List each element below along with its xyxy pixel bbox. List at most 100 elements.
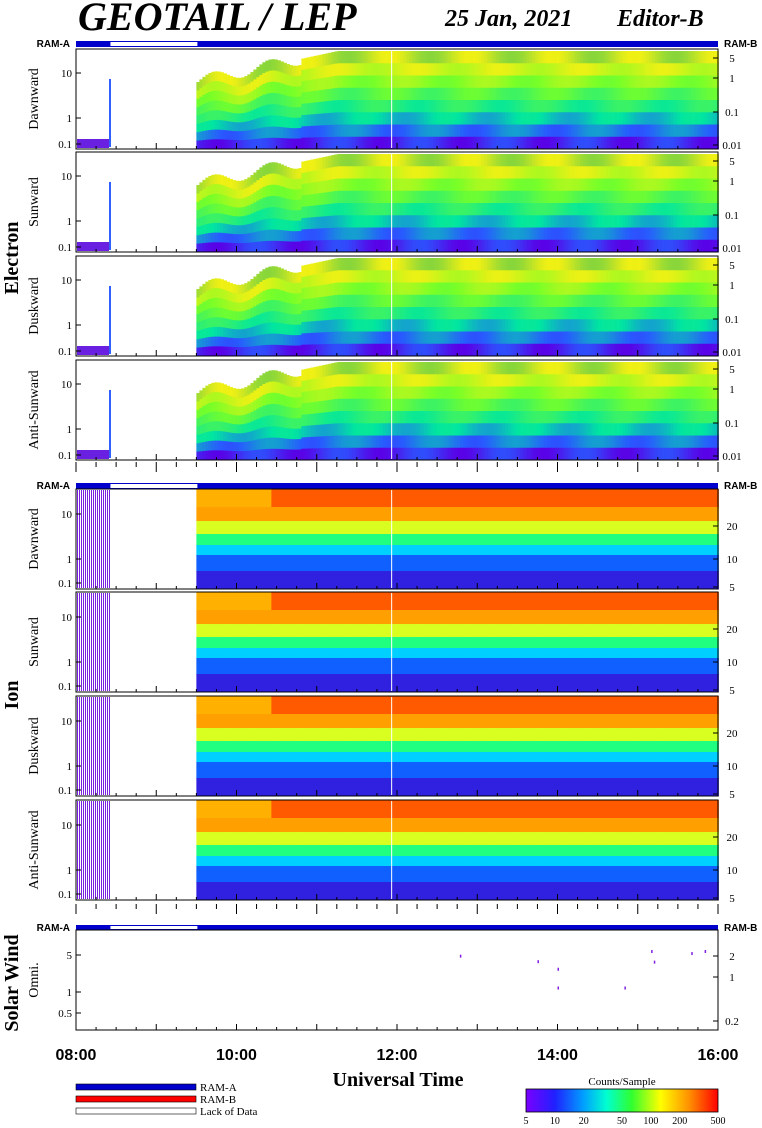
spectrogram-cell [217,450,221,461]
spectrogram-cell [460,203,464,216]
spectrogram-cell [640,136,644,150]
spectrogram-cell [397,63,401,76]
spectrogram-cell [484,270,488,283]
spectrogram-cell [391,239,395,253]
spectrogram-cell [562,258,566,271]
spectrogram-cell [415,203,419,216]
spectrogram-cell [358,374,362,387]
spectrogram-cell [523,166,527,179]
spectrogram-cell [520,239,524,253]
spectrogram-cell [283,312,287,325]
spectrogram-cell [340,423,344,436]
spectrogram-cell [604,307,608,320]
spectrogram-cell [265,300,269,313]
spectrogram-cell [340,307,344,320]
spectrogram-cell [292,293,296,305]
spectrogram-cell [376,343,380,357]
spectrogram-cell [682,319,686,332]
spectrogram-cell [589,190,593,204]
spectrogram-cell [292,128,296,140]
spectrogram-cell [205,422,209,433]
spectrogram-cell [475,154,479,167]
spectrogram-cell [229,441,233,452]
spectrogram-cell [493,331,497,345]
spectrogram-cell [244,224,248,235]
spectrogram-cell [367,374,371,387]
spectrogram-cell [604,343,608,357]
spectrogram-cell [445,307,449,320]
spectrogram-cell [376,51,380,64]
spectrogram-cell [505,343,509,357]
spectrogram-cell [253,316,257,327]
spectrogram-cell [409,136,413,150]
spectrogram-cell [421,411,425,424]
spectrogram-cell [427,215,431,228]
spectrogram-cell [448,75,452,89]
spectrogram-cell [481,166,485,179]
spectrogram-cell [391,215,395,228]
spectrogram-cell [352,112,356,125]
spectrogram-cell [451,63,455,76]
spectrogram-cell [340,447,344,461]
spectrogram-cell [238,180,242,191]
spectrogram-cell [418,270,422,283]
spectrogram-cell [316,378,320,391]
spectrogram-cell [589,63,593,76]
spectrogram-cell [478,190,482,204]
spectrogram-cell [271,126,275,139]
spectrogram-cell [433,362,437,375]
spectrogram-cell [601,270,605,283]
spectrogram-cell [643,154,647,167]
spectrogram-cell [208,402,212,413]
spectrogram-cell [649,294,653,308]
spectrogram-cell [514,307,518,320]
spectrogram-cell [340,124,344,138]
spectrogram-cell [214,346,218,357]
spectrogram-cell [526,112,530,125]
spectrogram-cell [529,75,533,89]
spectrogram-cell [244,432,248,443]
spectrogram-cell [334,258,338,272]
spectrogram-cell [400,136,404,150]
spectrogram-cell [214,307,218,318]
spectrogram-cell [196,393,200,402]
spectrogram-cell [370,331,374,345]
spectrogram-cell [607,227,611,241]
spectrogram-cell [394,411,398,424]
spectrogram-cell [619,203,623,216]
spectrogram-cell [556,343,560,357]
spectrogram-cell [658,124,662,138]
spectrogram-cell [694,331,698,345]
spectrogram-cell [508,215,512,228]
spectrogram-cell [466,270,470,283]
spectrogram-cell [604,51,608,64]
spectrogram-cell [349,87,353,101]
spectrogram-cell [418,190,422,204]
spectrogram-cell [232,293,236,303]
spectrogram-cell [292,107,296,119]
spectrogram-cell [691,112,695,125]
spectrogram-cell [283,176,287,188]
spectrogram-cell [505,203,509,216]
spectrogram-cell [328,52,332,66]
spectrogram-cell [328,283,332,297]
spectrogram-cell [589,215,593,228]
spectrogram-cell [469,112,473,125]
spectrogram-cell [538,270,542,283]
spectrogram-cell [391,374,395,387]
spectrogram-cell [697,51,701,64]
spectrogram-cell [277,404,281,417]
spectrogram-cell [400,386,404,400]
spectrogram-cell [412,75,416,89]
spectrogram-cell [661,100,665,113]
spectrogram-cell [415,270,419,283]
spectrogram-cell [325,388,329,401]
spectrogram-cell [367,282,371,296]
spectrogram-cell [439,63,443,76]
spectrogram-cell [247,290,251,301]
spectrogram-cell [607,124,611,138]
spectrogram-cell [238,284,242,295]
spectrogram-cell [550,282,554,296]
spectrogram-cell [430,124,434,138]
spectrogram-cell [646,227,650,241]
